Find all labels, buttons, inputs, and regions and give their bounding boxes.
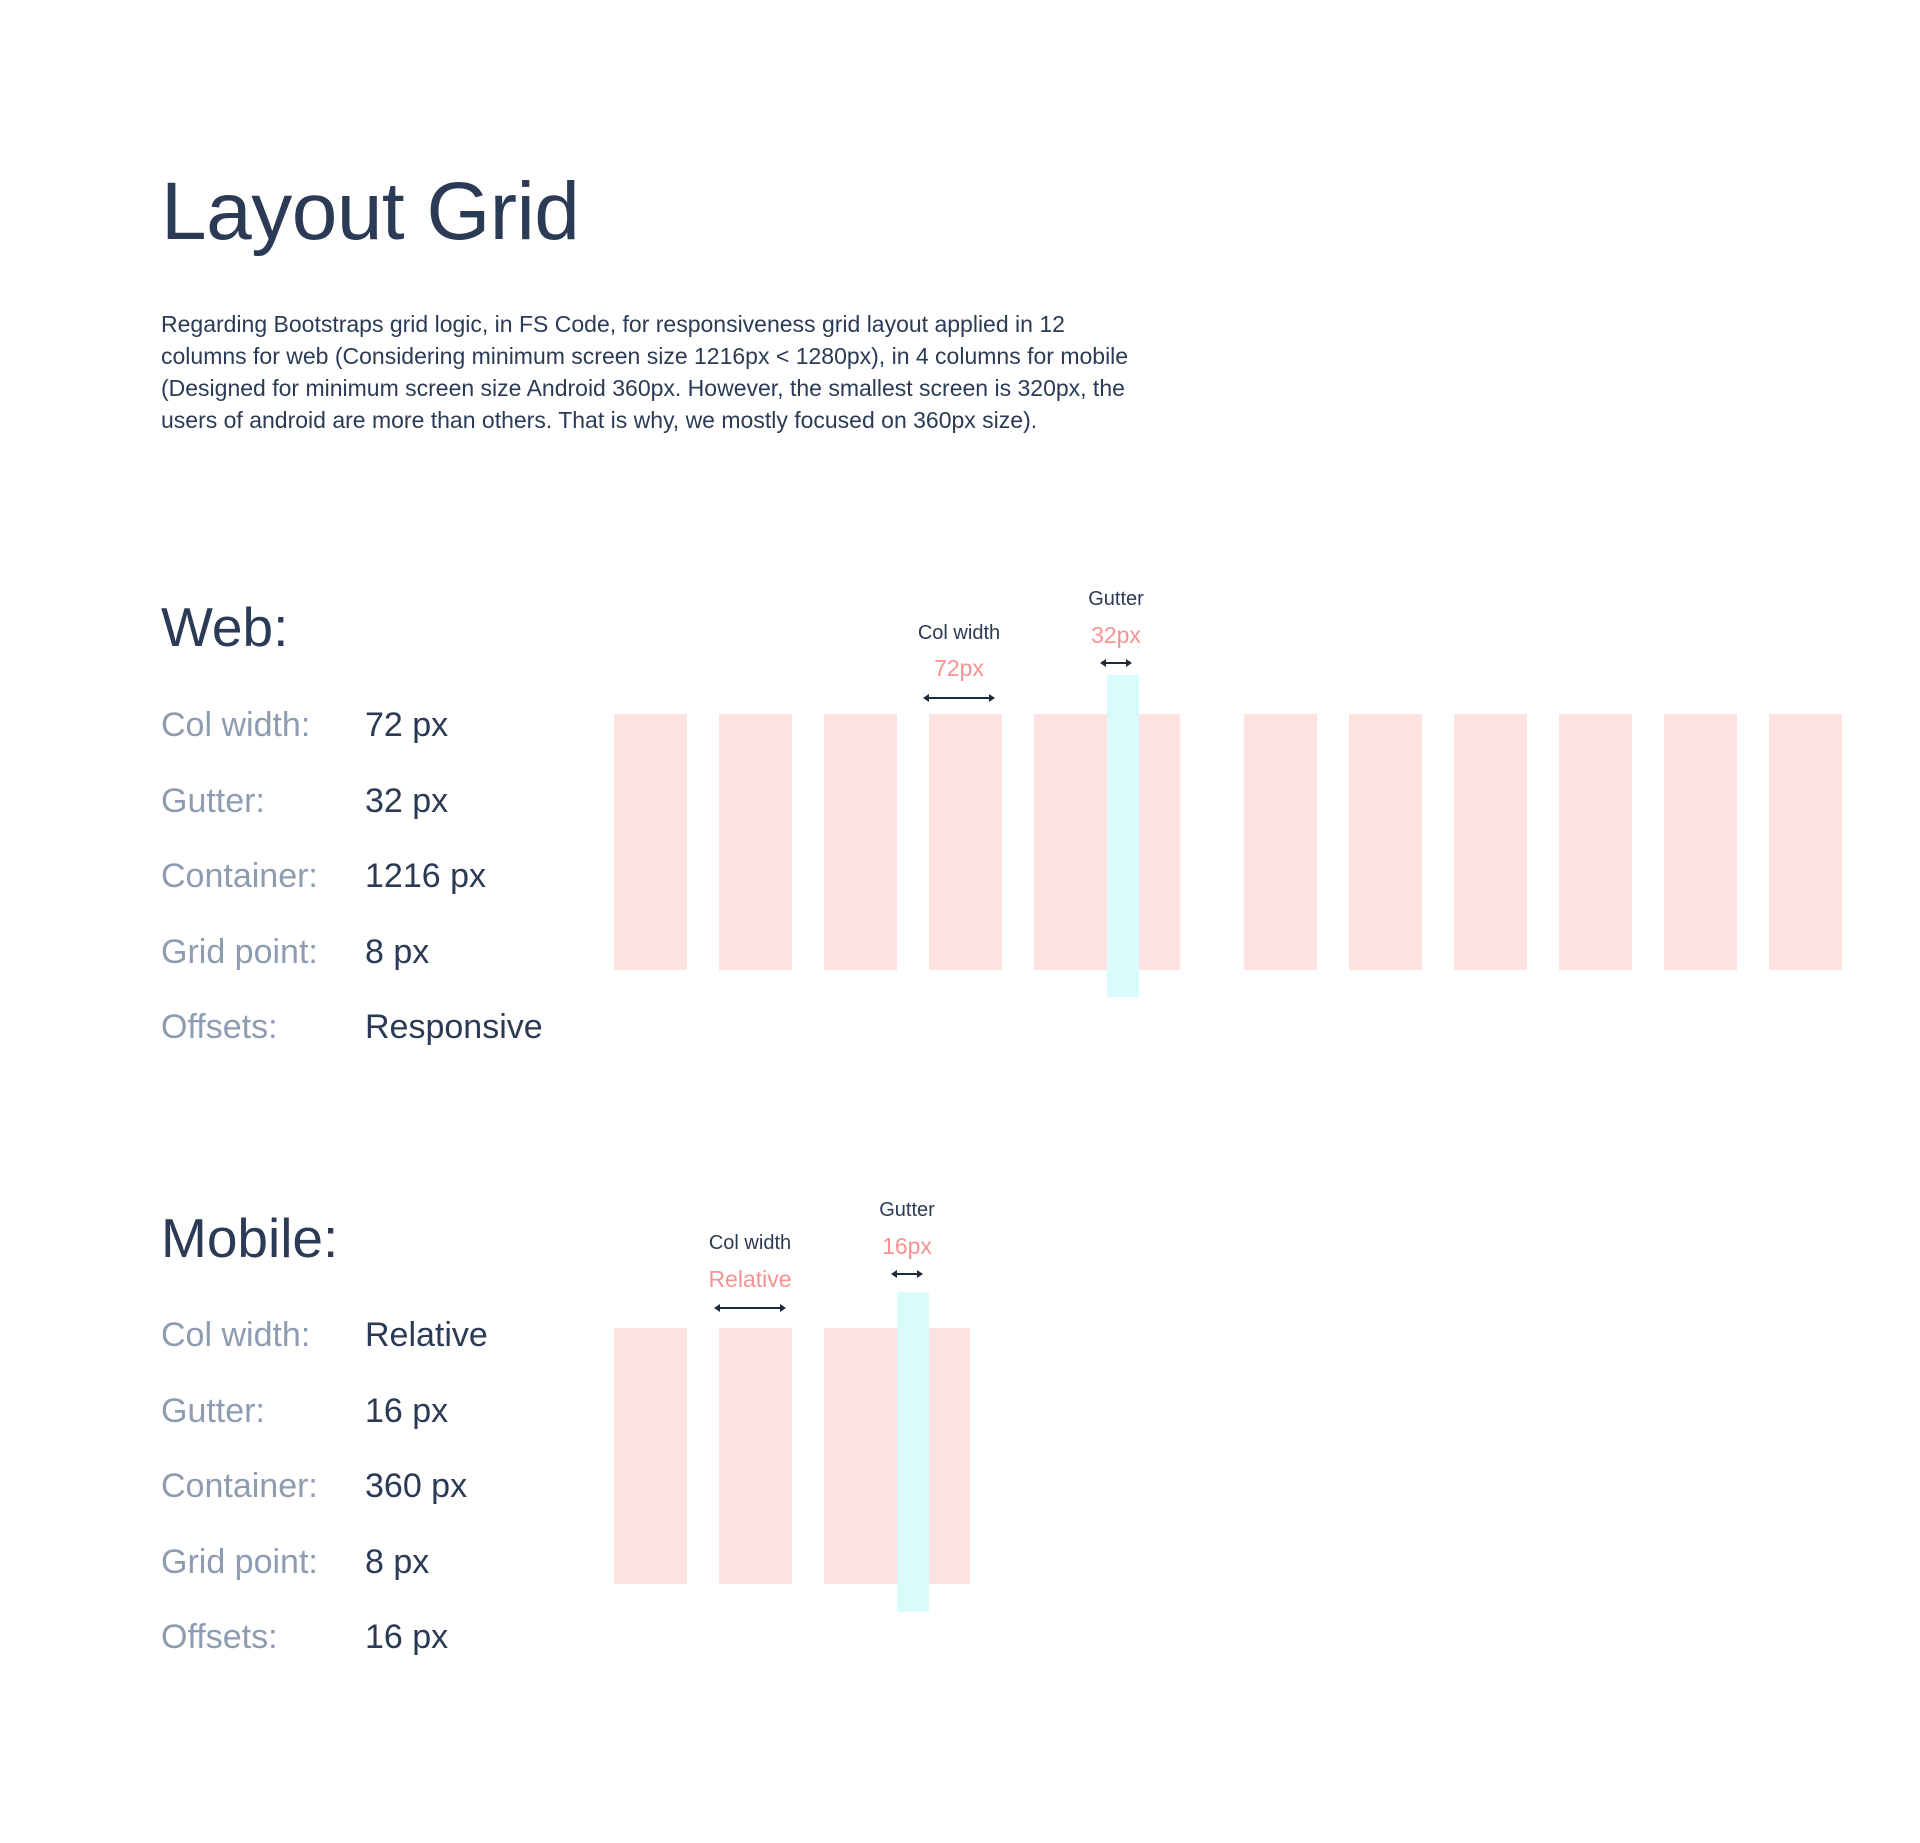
mobile-spec-col-width: Col width: Relative — [161, 1298, 488, 1374]
intro-line: Regarding Bootstraps grid logic, in FS C… — [161, 311, 1065, 337]
web-grid-column — [719, 714, 792, 970]
mobile-grid-column — [614, 1328, 687, 1584]
spec-value: 72 px — [365, 706, 449, 745]
spec-label: Offsets: — [161, 1008, 278, 1047]
mobile-col-width-annotation-label: Col width — [708, 1232, 792, 1254]
spec-label: Container: — [161, 1467, 318, 1506]
mobile-spec-grid-point: Grid point: 8 px — [161, 1525, 488, 1601]
web-col-width-arrow-icon — [923, 693, 995, 703]
mobile-gutter-highlight — [897, 1292, 929, 1612]
web-heading: Web: — [161, 596, 289, 658]
web-spec-grid-point: Grid point: 8 px — [161, 915, 543, 991]
web-grid-column — [1034, 714, 1107, 970]
web-col-width-annotation-value: 72px — [934, 655, 984, 681]
web-grid-column — [1244, 714, 1317, 970]
web-spec-gutter: Gutter: 32 px — [161, 764, 543, 840]
web-grid-column — [1664, 714, 1737, 970]
spec-value: 360 px — [365, 1467, 468, 1506]
web-gutter-annotation-value: 32px — [1091, 622, 1141, 648]
spec-label: Grid point: — [161, 1542, 318, 1581]
web-gutter-highlight — [1107, 675, 1139, 997]
mobile-heading: Mobile: — [161, 1207, 339, 1269]
web-spec-list: Col width: 72 px Gutter: 32 px Container… — [161, 688, 543, 1066]
web-grid-column — [1769, 714, 1842, 970]
spec-value: 32 px — [365, 781, 449, 820]
spec-label: Container: — [161, 857, 318, 896]
mobile-gutter-annotation-value: 16px — [882, 1233, 932, 1259]
spec-value: 1216 px — [365, 857, 486, 896]
web-grid-column — [929, 714, 1002, 970]
spec-label: Grid point: — [161, 932, 318, 971]
spec-label: Gutter: — [161, 781, 265, 820]
mobile-col-width-annotation-value: Relative — [708, 1266, 792, 1292]
spec-value: 16 px — [365, 1391, 449, 1430]
mobile-spec-offsets: Offsets: 16 px — [161, 1600, 488, 1676]
spec-value: 8 px — [365, 932, 430, 971]
mobile-spec-list: Col width: Relative Gutter: 16 px Contai… — [161, 1298, 488, 1676]
mobile-gutter-annotation-label: Gutter — [879, 1199, 935, 1221]
mobile-col-width-arrow-icon — [714, 1303, 786, 1313]
mobile-grid-column — [719, 1328, 792, 1584]
web-grid-diagram: Gutter 32px Col width 72px — [614, 588, 1842, 997]
web-gutter-annotation-label: Gutter — [1088, 588, 1144, 610]
web-grid-column — [1559, 714, 1632, 970]
spec-value: Responsive — [365, 1008, 543, 1047]
web-spec-container: Container: 1216 px — [161, 839, 543, 915]
web-grid-column — [1349, 714, 1422, 970]
spec-label: Gutter: — [161, 1391, 265, 1430]
mobile-spec-gutter: Gutter: 16 px — [161, 1374, 488, 1450]
spec-label: Col width: — [161, 706, 311, 745]
intro-paragraph: Regarding Bootstraps grid logic, in FS C… — [161, 308, 1241, 436]
spec-label: Col width: — [161, 1316, 311, 1355]
spec-value: 16 px — [365, 1618, 449, 1657]
intro-line: (Designed for minimum screen size Androi… — [161, 375, 1125, 401]
spec-label: Offsets: — [161, 1618, 278, 1657]
page-title: Layout Grid — [161, 166, 580, 257]
mobile-gutter-arrow-icon — [891, 1269, 923, 1279]
spec-value: Relative — [365, 1316, 488, 1355]
mobile-spec-container: Container: 360 px — [161, 1449, 488, 1525]
web-col-width-annotation-label: Col width — [917, 622, 1001, 644]
web-grid-column — [1454, 714, 1527, 970]
intro-line: users of android are more than others. T… — [161, 407, 1038, 433]
web-spec-offsets: Offsets: Responsive — [161, 990, 543, 1066]
web-grid-column — [824, 714, 897, 970]
web-grid-column — [614, 714, 687, 970]
intro-line: columns for web (Considering minimum scr… — [161, 343, 1129, 369]
web-spec-col-width: Col width: 72 px — [161, 688, 543, 764]
web-gutter-arrow-icon — [1100, 658, 1132, 668]
mobile-grid-column — [824, 1328, 897, 1584]
spec-value: 8 px — [365, 1542, 430, 1581]
